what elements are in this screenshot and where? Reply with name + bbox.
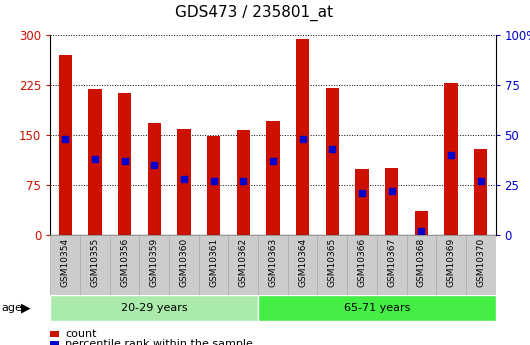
Bar: [288, 235, 317, 295]
Bar: [169, 235, 199, 295]
Bar: [474, 149, 488, 235]
Text: GDS473 / 235801_at: GDS473 / 235801_at: [175, 5, 333, 21]
Bar: [258, 235, 288, 295]
Bar: [80, 235, 110, 295]
Bar: [296, 39, 310, 235]
Bar: [118, 92, 131, 235]
Text: GSM10370: GSM10370: [476, 238, 485, 287]
Text: GSM10368: GSM10368: [417, 238, 426, 287]
Text: GSM10359: GSM10359: [150, 238, 158, 287]
Bar: [355, 169, 369, 235]
Text: GSM10366: GSM10366: [358, 238, 366, 287]
Text: GSM10360: GSM10360: [180, 238, 188, 287]
Text: GSM10362: GSM10362: [239, 238, 248, 287]
Bar: [207, 136, 220, 235]
Text: GSM10365: GSM10365: [328, 238, 337, 287]
Bar: [385, 168, 399, 235]
Text: GSM10356: GSM10356: [120, 238, 129, 287]
Text: age: age: [1, 303, 22, 313]
Text: percentile rank within the sample: percentile rank within the sample: [65, 339, 253, 345]
Bar: [266, 121, 280, 235]
Bar: [199, 235, 228, 295]
Bar: [110, 235, 139, 295]
Bar: [325, 88, 339, 235]
Bar: [317, 235, 347, 295]
Bar: [466, 235, 496, 295]
Text: 65-71 years: 65-71 years: [343, 303, 410, 313]
Bar: [236, 130, 250, 235]
Bar: [50, 295, 258, 321]
Text: GSM10364: GSM10364: [298, 238, 307, 287]
Text: GSM10367: GSM10367: [387, 238, 396, 287]
Bar: [377, 235, 407, 295]
Bar: [177, 129, 191, 235]
Bar: [436, 235, 466, 295]
Bar: [347, 235, 377, 295]
Text: GSM10361: GSM10361: [209, 238, 218, 287]
Bar: [407, 235, 436, 295]
Text: GSM10355: GSM10355: [91, 238, 99, 287]
Bar: [228, 235, 258, 295]
Bar: [147, 122, 161, 235]
Bar: [88, 89, 102, 235]
Bar: [414, 211, 428, 235]
Text: GSM10369: GSM10369: [447, 238, 455, 287]
Text: GSM10363: GSM10363: [269, 238, 277, 287]
Bar: [58, 55, 72, 235]
Bar: [258, 295, 496, 321]
Text: ▶: ▶: [21, 302, 31, 314]
Bar: [444, 82, 458, 235]
Text: count: count: [65, 329, 96, 339]
Bar: [139, 235, 169, 295]
Text: 20-29 years: 20-29 years: [121, 303, 188, 313]
Text: GSM10354: GSM10354: [61, 238, 69, 287]
Bar: [50, 235, 80, 295]
